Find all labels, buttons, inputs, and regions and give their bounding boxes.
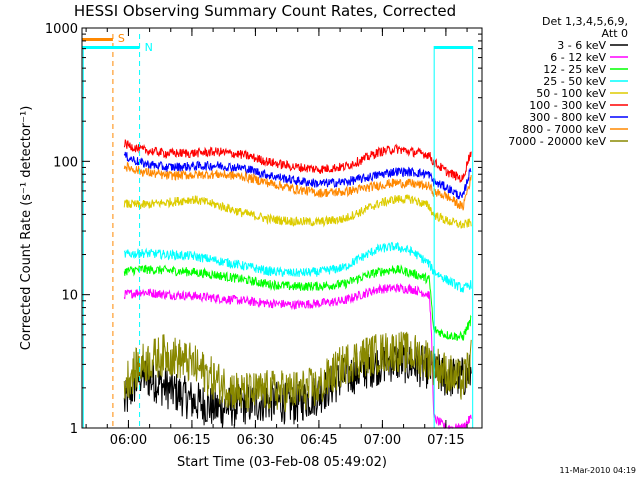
plot-frame	[81, 27, 483, 429]
series-line-8	[123, 161, 472, 211]
series-line-4	[123, 241, 472, 293]
x-tick-label-6: 07:15	[427, 433, 464, 448]
legend-header-line-1: Det 1,3,4,5,6,9,	[542, 15, 628, 28]
legend-label-4: 25 - 50 keV	[543, 75, 606, 88]
series-line-2	[123, 282, 472, 430]
marker-n-label: N	[145, 41, 153, 54]
legend-label-3: 12 - 25 keV	[543, 63, 606, 76]
legend-label-9: 7000 - 20000 keV	[508, 135, 606, 148]
series-line-5	[123, 194, 472, 229]
series-line-7	[123, 151, 472, 200]
chart-title: HESSI Observing Summary Count Rates, Cor…	[74, 2, 456, 20]
x-tick-label-4: 06:45	[300, 433, 337, 448]
series-line-1	[123, 341, 472, 428]
series-line-9	[123, 331, 472, 413]
y-tick-label-1: 1	[70, 422, 78, 437]
series-line-6	[123, 139, 472, 183]
mode-markers: SN	[82, 32, 474, 428]
marker-s-bar	[82, 38, 113, 41]
legend-label-6: 100 - 300 keV	[529, 99, 606, 112]
y-tick-label-3: 100	[53, 155, 78, 170]
x-axis-label: Start Time (03-Feb-08 05:49:02)	[177, 455, 387, 470]
legend-header-line-2: Att 0	[602, 27, 628, 40]
x-tick-label-1: 06:00	[110, 433, 147, 448]
x-tick-label-5: 07:00	[364, 433, 401, 448]
legend-label-7: 300 - 800 keV	[529, 111, 606, 124]
marker-n-bar-left	[82, 46, 140, 49]
marker-s-label: S	[118, 32, 125, 45]
legend-label-8: 800 - 7000 keV	[522, 123, 606, 136]
legend-label-2: 6 - 12 keV	[550, 51, 606, 64]
marker-n-bar-right	[434, 46, 473, 49]
series-line-3	[123, 264, 472, 341]
legend-label-1: 3 - 6 keV	[557, 39, 606, 52]
footer-timestamp: 11-Mar-2010 04:19	[560, 466, 637, 475]
legend-label-5: 50 - 100 keV	[536, 87, 606, 100]
y-tick-label-4: 1000	[45, 22, 78, 37]
x-tick-label-2: 06:15	[173, 433, 210, 448]
y-axis-label: Corrected Count Rate (s⁻¹ detector⁻¹)	[19, 106, 34, 351]
x-tick-label-3: 06:30	[237, 433, 274, 448]
plot-traces	[123, 139, 472, 430]
axis-ticks: 06:00 06:15 06:30 06:45 07:00 07:15 1 10 100 1000	[45, 22, 482, 448]
y-tick-label-2: 10	[61, 289, 78, 304]
